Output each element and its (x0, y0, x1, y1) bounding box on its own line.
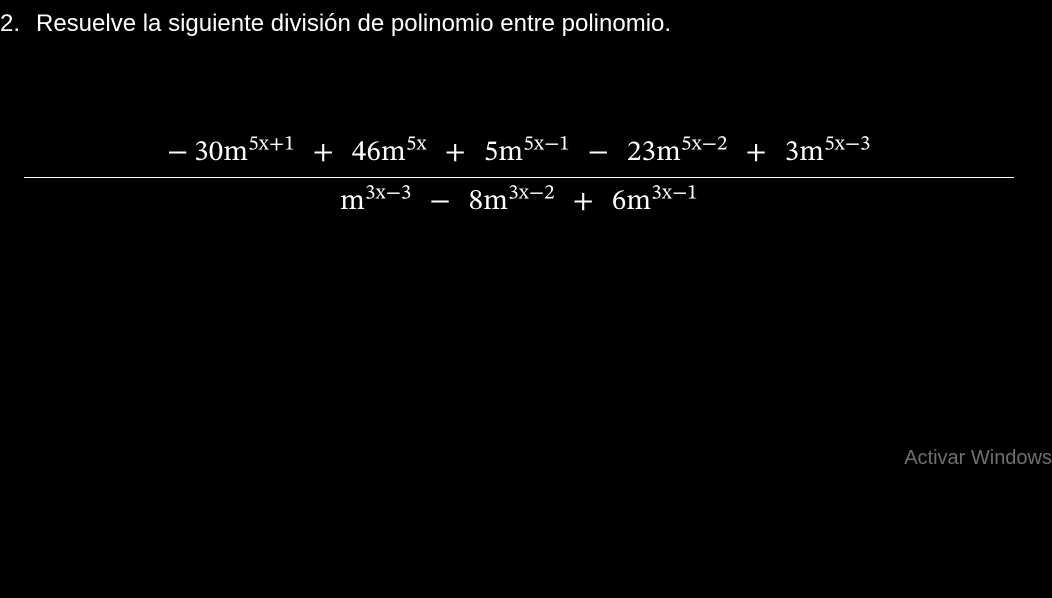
term-var: m (626, 187, 651, 216)
term-exp: 3x−2 (508, 182, 555, 203)
term-coef: 23 (627, 138, 656, 167)
fraction-numerator: − 30m5x+1 + 46m5x + 5m5x−1 − 23m5x−2 + 3… (167, 135, 870, 177)
term-sign: − (167, 138, 188, 167)
polynomial-fraction: − 30m5x+1 + 46m5x + 5m5x−1 − 23m5x−2 + 3… (24, 135, 1014, 220)
problem-number: 2. (0, 10, 36, 38)
term-coef: 30 (194, 138, 223, 167)
term-sign: + (445, 135, 466, 171)
problem-prompt: Resuelve la siguiente división de polino… (36, 10, 671, 38)
term-coef: 8 (469, 187, 484, 216)
term-exp: 5x−1 (523, 133, 570, 154)
page-root: 2. Resuelve la siguiente división de pol… (0, 0, 1052, 598)
term-var: m (483, 187, 508, 216)
term-var: m (223, 138, 248, 167)
term-var: m (340, 187, 365, 216)
term-sign: + (746, 135, 767, 171)
term-var: m (498, 138, 523, 167)
term-sign: − (430, 184, 451, 220)
term-exp: 5x−2 (681, 133, 728, 154)
term-sign: + (313, 135, 334, 171)
term-sign: + (573, 184, 594, 220)
term-exp: 5x (406, 133, 427, 154)
term-exp: 3x−3 (365, 182, 412, 203)
term-coef: 5 (484, 138, 499, 167)
windows-activation-watermark: Activar Windows (904, 447, 1052, 470)
term-exp: 5x−3 (824, 133, 871, 154)
term-var: m (656, 138, 681, 167)
fraction-denominator: m3x−3 − 8m3x−2 + 6m3x−1 (340, 178, 698, 220)
term-sign: − (588, 135, 609, 171)
term-exp: 5x+1 (248, 133, 295, 154)
term-var: m (799, 138, 824, 167)
term-coef: 46 (352, 138, 381, 167)
term-coef: 3 (785, 138, 800, 167)
term-exp: 3x−1 (651, 182, 698, 203)
term-var: m (381, 138, 406, 167)
term-coef: 6 (612, 187, 627, 216)
problem-statement: 2. Resuelve la siguiente división de pol… (0, 10, 671, 38)
